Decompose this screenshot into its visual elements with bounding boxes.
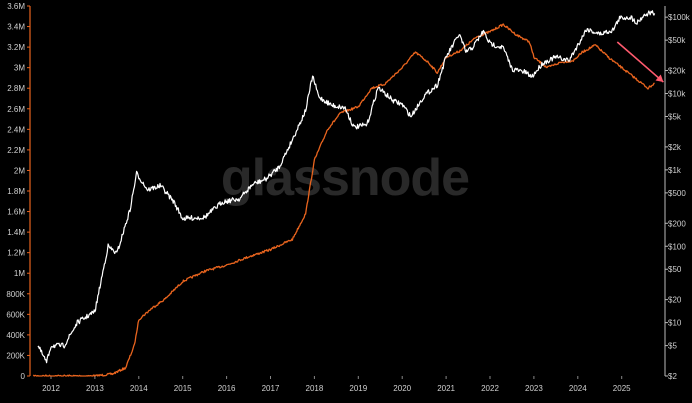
x-tick-label: 2019 [349,384,367,393]
left-tick-label: 1.2M [7,249,25,258]
x-tick-label: 2021 [437,384,455,393]
right-tick-label: $1k [668,166,682,175]
trend-arrow-head [655,74,664,83]
left-tick-label: 0 [21,372,26,381]
left-tick-label: 2.4M [7,125,25,134]
right-tick-label: $5 [668,342,677,351]
right-tick-label: $10k [668,90,686,99]
right-tick-label: $200 [668,219,686,228]
left-tick-label: 200K [6,351,25,360]
x-tick-label: 2016 [218,384,236,393]
annotation-group [616,41,664,83]
left-tick-label: 3M [14,64,25,73]
x-tick-label: 2012 [42,384,60,393]
right-tick-label: $20 [668,296,682,305]
left-tick-label: 3.4M [7,23,25,32]
right-tick-label: $5k [668,113,682,122]
x-tick-label: 2022 [481,384,499,393]
left-tick-label: 2.6M [7,105,25,114]
price-series-line [37,10,656,364]
x-tick-label: 2025 [613,384,631,393]
watermark-text: glassnode [221,149,469,207]
right-tick-label: $100k [668,13,691,22]
right-tick-label: $50k [668,36,686,45]
right-tick-label: $10 [668,319,682,328]
x-tick-label: 2018 [306,384,324,393]
left-tick-label: 2M [14,166,25,175]
right-tick-label: $100 [668,242,686,251]
right-tick-label: $20k [668,67,686,76]
x-tick-label: 2013 [86,384,104,393]
axes-group: 0 200K 400K 600K 800K 1M 1.2M 1.4M 1.6M 1.8M 2M 2.2… [6,2,690,393]
right-tick-label: $500 [668,189,686,198]
right-tick-label: $2k [668,143,682,152]
left-tick-label: 1.4M [7,228,25,237]
left-tick-label: 3.6M [7,2,25,11]
x-tick-label: 2023 [525,384,543,393]
x-tick-label: 2015 [174,384,192,393]
x-tick-label: 2017 [262,384,280,393]
right-tick-label: $2 [668,372,677,381]
left-axis-series-line [32,23,655,377]
left-tick-label: 600K [6,310,25,319]
left-tick-label: 800K [6,290,25,299]
left-tick-label: 1M [14,269,25,278]
left-tick-label: 400K [6,331,25,340]
series-group [32,10,656,377]
left-tick-label: 1.6M [7,208,25,217]
x-tick-label: 2024 [569,384,587,393]
right-tick-label: $50 [668,265,682,274]
left-tick-label: 2.8M [7,84,25,93]
left-tick-label: 2.2M [7,146,25,155]
left-tick-label: 1.8M [7,187,25,196]
x-tick-label: 2020 [393,384,411,393]
x-tick-label: 2014 [130,384,148,393]
left-tick-label: 3.2M [7,43,25,52]
trend-arrow-line [616,41,664,83]
